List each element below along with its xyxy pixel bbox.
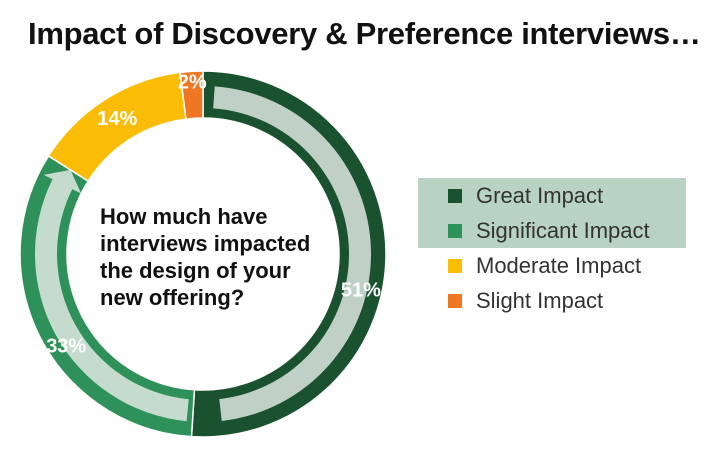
legend-item-slight-impact: Slight Impact <box>418 283 686 318</box>
slice-slight-impact <box>179 70 204 120</box>
legend-swatch <box>448 293 462 308</box>
data-label: 2% <box>178 71 207 93</box>
center-question-line: interviews impacted <box>100 231 311 256</box>
arrow-great-impact <box>213 86 372 431</box>
progress-arrows <box>34 86 372 431</box>
legend-item-great-impact: Great Impact <box>418 178 686 213</box>
legend-label: Great Impact <box>476 182 604 208</box>
chart-title: Impact of Discovery & Preference intervi… <box>28 16 701 51</box>
legend-swatch <box>448 188 462 203</box>
center-question-line: How much have <box>100 204 268 229</box>
center-question: How much have interviews impacted the de… <box>100 203 340 311</box>
data-label: 14% <box>97 108 137 130</box>
legend: Great Impact Significant Impact Moderate… <box>418 178 686 318</box>
data-label: 33% <box>46 335 86 357</box>
data-label: 51% <box>341 279 381 301</box>
legend-swatch <box>448 223 462 238</box>
data-labels: 51% 33% 14% 2% <box>46 71 381 357</box>
center-question-line: the design of your <box>100 258 291 283</box>
center-question-line: new offering? <box>100 285 245 310</box>
legend-swatch <box>448 258 462 273</box>
legend-label: Significant Impact <box>476 217 650 243</box>
arrow-significant-impact <box>34 169 189 422</box>
legend-item-significant-impact: Significant Impact <box>418 213 686 248</box>
legend-label: Moderate Impact <box>476 252 642 278</box>
legend-label: Slight Impact <box>476 287 604 313</box>
legend-item-moderate-impact: Moderate Impact <box>418 248 686 283</box>
